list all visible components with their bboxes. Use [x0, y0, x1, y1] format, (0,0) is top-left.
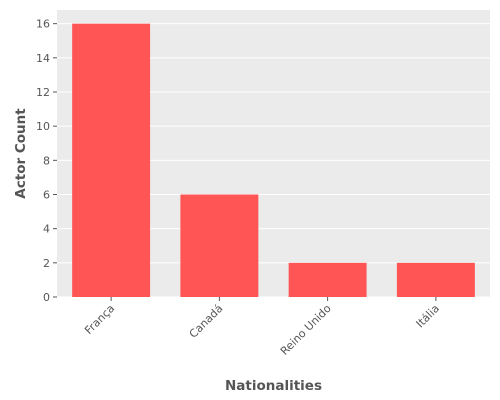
y-tick-label: 0 [43, 291, 50, 304]
bar [396, 262, 475, 297]
bars [72, 23, 475, 298]
bar [288, 262, 367, 297]
y-tick-label: 6 [43, 189, 50, 202]
x-tick-label: Reino Unido [278, 302, 334, 358]
y-tick-label: 2 [43, 257, 50, 270]
x-axis-ticks: França Canadá Reino Unido Itália [82, 297, 442, 358]
y-tick-label: 12 [36, 86, 50, 99]
y-tick-label: 14 [36, 52, 50, 65]
y-tick-label: 16 [36, 18, 50, 31]
bar [72, 23, 151, 298]
y-tick-label: 10 [36, 120, 50, 133]
x-tick-label: Canadá [187, 302, 226, 341]
y-tick-label: 4 [43, 223, 50, 236]
y-tick-label: 8 [43, 154, 50, 167]
y-axis-ticks: 0 2 4 6 8 10 12 14 16 [36, 18, 57, 304]
y-axis-title: Actor Count [13, 108, 29, 199]
bar [180, 194, 259, 297]
x-tick-label: Itália [414, 302, 442, 330]
x-axis-title: Nationalities [225, 378, 322, 394]
x-tick-label: França [82, 302, 117, 337]
